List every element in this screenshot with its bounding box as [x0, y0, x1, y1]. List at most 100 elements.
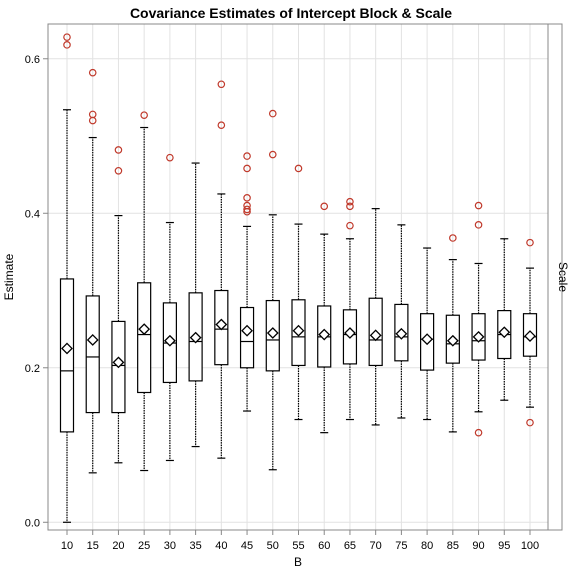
mean-marker	[61, 342, 73, 355]
box-20	[111, 146, 126, 464]
x-tick-label: 75	[395, 540, 407, 552]
outlier-point	[217, 80, 226, 89]
x-tick-label: 45	[241, 540, 253, 552]
box-iqr	[137, 282, 152, 394]
x-tick-label: 35	[189, 540, 201, 552]
mean-marker	[189, 331, 202, 344]
x-tick-label: 90	[472, 540, 484, 552]
y-tick-label: 0.6	[25, 54, 40, 66]
outlier-point	[474, 221, 483, 229]
mean-marker	[138, 323, 151, 336]
x-tick-label: 25	[138, 540, 150, 552]
box-15	[85, 68, 100, 474]
scale-panel-label: Scale	[556, 262, 569, 292]
box-iqr	[239, 306, 255, 369]
mean-marker	[472, 330, 485, 343]
mean-marker	[318, 328, 331, 341]
outlier-point	[449, 234, 457, 242]
x-tick-label: 50	[267, 540, 279, 552]
outlier-point	[526, 238, 534, 247]
outlier-point	[166, 153, 174, 162]
outlier-point	[243, 194, 251, 202]
mean-marker	[344, 327, 356, 339]
x-tick-label: 65	[344, 540, 356, 552]
box-40	[214, 80, 229, 459]
mean-marker	[524, 330, 536, 343]
mean-marker	[421, 333, 434, 346]
mean-marker	[369, 329, 382, 342]
box-75	[394, 224, 409, 419]
y-tick-label: 0.2	[25, 363, 40, 375]
outlier-point	[474, 201, 483, 210]
box-80	[420, 247, 435, 421]
box-25	[137, 111, 152, 472]
x-tick-label: 60	[318, 540, 330, 552]
x-tick-label: 95	[498, 540, 510, 552]
x-tick-label: 80	[421, 540, 433, 552]
outlier-point	[474, 428, 483, 437]
outlier-point	[294, 164, 303, 173]
outlier-point	[346, 197, 354, 206]
mean-marker	[86, 334, 99, 346]
mean-marker	[395, 327, 408, 340]
x-tick-label: 55	[292, 540, 304, 552]
x-tick-label: 100	[521, 540, 539, 552]
box-95	[497, 238, 512, 401]
mean-marker	[498, 326, 511, 339]
outlier-point	[243, 205, 251, 214]
y-axis: 0.0 0.2 0.4 0.6	[25, 54, 48, 529]
box-35	[188, 162, 203, 448]
outlier-point	[88, 110, 97, 119]
x-axis-label: B	[294, 555, 302, 569]
x-axis: 10 15 20 25 30 35 40 45 50 55 60 65 70 75 80 85 90 95 100	[61, 530, 539, 552]
box-iqr	[85, 295, 100, 414]
mean-marker	[163, 334, 176, 347]
mean-marker	[292, 324, 305, 337]
mean-marker	[241, 324, 253, 337]
box-45	[239, 152, 255, 412]
mean-marker	[112, 356, 125, 369]
y-axis-label: Estimate	[2, 253, 16, 300]
outlier-point	[346, 221, 354, 230]
x-tick-label: 85	[447, 540, 459, 552]
box-10	[59, 33, 75, 523]
outlier-point	[243, 152, 251, 160]
outlier-point	[268, 109, 277, 118]
box-iqr	[59, 278, 75, 433]
mean-marker	[266, 327, 279, 339]
outlier-point	[346, 202, 354, 211]
outlier-point	[63, 41, 71, 49]
x-tick-label: 15	[87, 540, 99, 552]
x-tick-label: 30	[164, 540, 176, 552]
outlier-point	[114, 166, 123, 175]
box-55	[291, 164, 306, 421]
x-tick-label: 20	[112, 540, 124, 552]
box-65	[342, 197, 358, 421]
box-60	[317, 202, 332, 434]
outlier-point	[140, 111, 148, 119]
outlier-point	[88, 68, 97, 77]
outlier-point	[63, 33, 71, 41]
outlier-point	[217, 121, 226, 130]
box-90	[471, 201, 486, 437]
mean-marker	[446, 334, 459, 347]
outlier-point	[114, 146, 123, 154]
outlier-point	[243, 201, 251, 210]
mean-marker	[215, 318, 228, 331]
x-tick-label: 10	[61, 540, 73, 552]
chart-title: Covariance Estimates of Intercept Block …	[130, 5, 452, 21]
box-85	[445, 234, 460, 433]
y-tick-label: 0.0	[25, 517, 40, 529]
box-50	[265, 109, 280, 471]
y-tick-label: 0.4	[25, 208, 40, 220]
outlier-point	[268, 150, 277, 159]
boxes-layer	[59, 33, 538, 523]
outlier-point	[243, 164, 251, 173]
box-70	[368, 208, 383, 426]
scale-panel	[547, 23, 563, 531]
outlier-point	[526, 418, 534, 427]
box-100	[522, 238, 538, 427]
box-30	[162, 153, 177, 462]
x-tick-label: 40	[215, 540, 227, 552]
